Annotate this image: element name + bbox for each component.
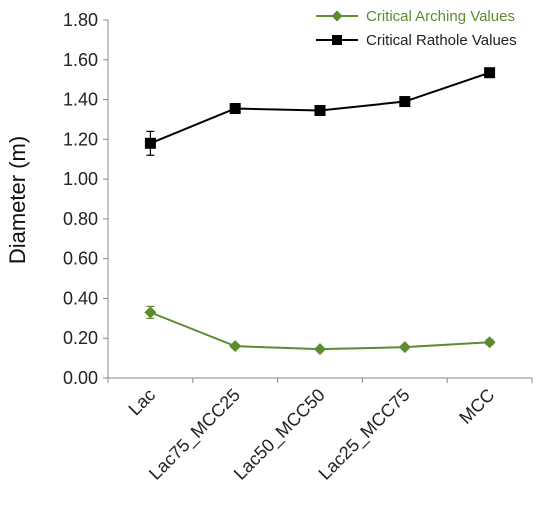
x-tick-label: MCC bbox=[455, 385, 498, 428]
legend-label: Critical Rathole Values bbox=[366, 32, 517, 49]
x-tick-label: Lac bbox=[125, 385, 160, 420]
y-tick-label: 0.40 bbox=[63, 288, 98, 308]
data-point bbox=[229, 103, 241, 115]
y-tick-label: 1.20 bbox=[63, 129, 98, 149]
y-tick-label: 1.40 bbox=[63, 90, 98, 110]
data-point bbox=[144, 137, 156, 149]
axes bbox=[107, 20, 532, 379]
y-tick-label: 0.80 bbox=[63, 209, 98, 229]
y-tick-label: 0.60 bbox=[63, 249, 98, 269]
data-point bbox=[483, 336, 496, 349]
data-point bbox=[398, 341, 411, 354]
y-axis-title: Diameter (m) bbox=[5, 136, 30, 264]
y-axis-ticks: 0.00 0.20 0.40 0.60 0.80 1.00 1.20 1.40 1.60 1.80 bbox=[63, 10, 108, 388]
series-1 bbox=[144, 305, 496, 356]
data-point bbox=[144, 306, 157, 319]
y-tick-label: 0.20 bbox=[63, 328, 98, 348]
x-tick-label: Lac25_MCC75 bbox=[315, 385, 415, 485]
data-point bbox=[314, 104, 326, 116]
y-tick-label: 1.60 bbox=[63, 50, 98, 70]
y-tick-label: 0.00 bbox=[63, 368, 98, 388]
data-point bbox=[229, 340, 242, 353]
legend-marker bbox=[332, 35, 342, 45]
series-layer bbox=[144, 67, 496, 356]
y-tick-label: 1.80 bbox=[63, 10, 98, 30]
data-point bbox=[314, 343, 326, 356]
legend-marker bbox=[331, 10, 343, 22]
data-point bbox=[484, 67, 496, 79]
y-tick-label: 1.00 bbox=[63, 169, 98, 189]
legend-label: Critical Arching Values bbox=[366, 8, 515, 25]
legend: Critical Arching Values Critical Rathole … bbox=[316, 8, 517, 49]
series-2 bbox=[144, 67, 496, 156]
data-point bbox=[399, 96, 411, 108]
